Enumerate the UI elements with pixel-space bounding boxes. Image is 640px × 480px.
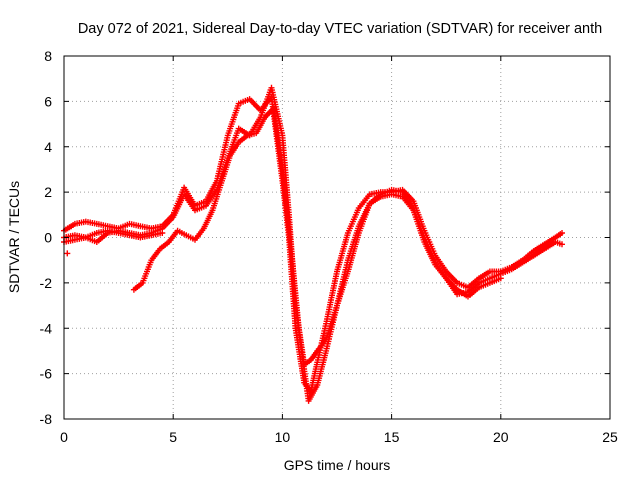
y-tick-label: 8 [44, 48, 52, 64]
y-tick-label: -6 [40, 366, 53, 382]
y-tick-label: 6 [44, 93, 52, 109]
y-axis-label: SDTVAR / TECUs [6, 181, 22, 293]
series-plus-markers [64, 250, 71, 257]
y-tick-label: 4 [44, 139, 52, 155]
y-tick-label: -4 [40, 320, 53, 336]
x-tick-label: 20 [493, 429, 509, 445]
x-tick-label: 0 [60, 429, 68, 445]
y-tick-label: 0 [44, 230, 52, 246]
series-plus-markers [130, 105, 504, 404]
x-axis-label: GPS time / hours [284, 457, 391, 473]
series-plus-markers [61, 93, 565, 395]
x-tick-label: 25 [602, 429, 618, 445]
chart-title: Day 072 of 2021, Sidereal Day-to-day VTE… [78, 21, 602, 37]
series-isolated [64, 250, 71, 257]
series-line [63, 96, 563, 393]
x-tick-label: 5 [169, 429, 177, 445]
data-layer [61, 84, 565, 404]
series-pass-1 [61, 93, 565, 395]
y-tick-label: 2 [44, 184, 52, 200]
y-tick-label: -8 [40, 411, 53, 427]
grid [64, 56, 610, 419]
x-tick-label: 15 [384, 429, 400, 445]
series-pass-3 [130, 105, 504, 404]
ticks: 0 5 10 15 20 25 -8 -6 -4 -2 0 2 4 6 8 [40, 48, 618, 445]
x-tick-label: 10 [275, 429, 291, 445]
y-tick-label: -2 [40, 275, 53, 291]
